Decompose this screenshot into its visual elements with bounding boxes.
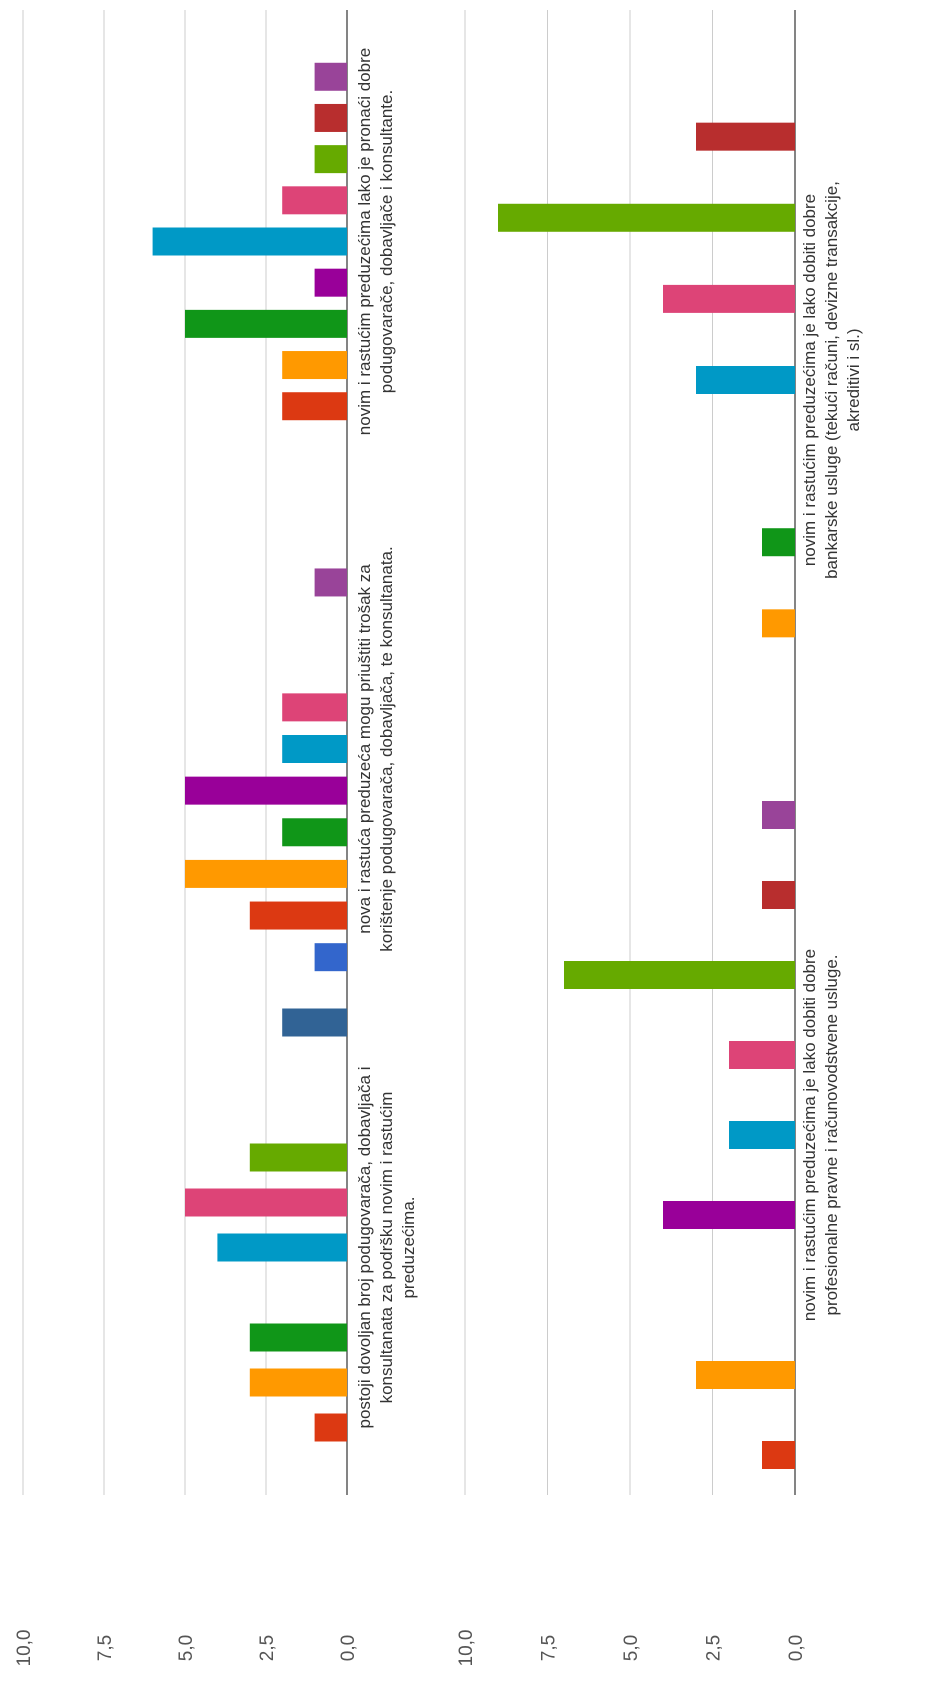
bar-series-4 [249,1323,347,1352]
category-label-line: preduzećima. [399,1196,418,1298]
category-label-line: akreditivi i sl.) [844,329,863,432]
bar-series-2 [249,901,347,930]
bar-series-9 [762,881,795,909]
bar-series-3 [185,859,347,888]
bar-series-7 [282,693,347,722]
bar-series-6 [217,1233,347,1262]
category-label-line: nova i rastuća preduzeća mogu priuštiti … [355,564,374,934]
bar-series-3 [282,351,347,380]
y-tick-label: 5,0 [176,1635,197,1661]
bar-series-4 [282,818,347,847]
bar-series-2 [314,1413,347,1442]
bar-series-7 [282,186,347,215]
bar-series-8 [564,961,795,989]
category-label-line: postoji dovoljan broj podugovarača, doba… [355,1067,374,1429]
bar-series-8 [314,145,347,174]
bar-series-4 [185,309,347,338]
y-tick-label: 7,5 [95,1635,116,1661]
chart-panel-2: 0,0 2,5 5,0 7,5 10,0 novim i rastućim preduze… [456,10,863,1666]
category-group-2: novim i rastućim preduzećima je lako dob… [498,122,863,638]
y-tick-label: 5,0 [621,1635,642,1661]
category-label-line: novim i rastućim preduzećima lako je pro… [355,48,374,435]
bar-series-6 [696,366,795,394]
category-label-line: novim i rastućim preduzećima je lako dob… [800,949,819,1321]
category-group-3: novim i rastućim preduzećima lako je pro… [152,48,396,435]
y-tick-label: 0,0 [338,1635,359,1661]
bar-series-3 [249,1368,347,1397]
bar-series-5 [314,268,347,297]
bar-series-7 [185,1188,347,1217]
category-group-2: nova i rastuća preduzeća mogu priuštiti … [185,546,396,972]
bar-series-2 [762,1441,795,1469]
bar-series-10 [314,62,347,91]
bar-series-5 [185,776,347,805]
y-tick-label: 0,0 [786,1635,807,1661]
bar-series-5 [663,1201,795,1229]
bar-series-9 [696,122,795,151]
bar-series-9 [314,103,347,132]
category-group-1: novim i rastućim preduzećima je lako dob… [564,801,841,1469]
bar-series-1 [314,943,347,972]
bar-series-7 [729,1041,795,1069]
bar-series-8 [249,1143,347,1172]
bar-series-10 [762,801,795,829]
bar-series-4 [762,528,795,557]
bar-series-10 [314,568,347,597]
bar-series-11 [282,1008,347,1037]
bar-series-8 [498,203,795,232]
y-tick-label: 2,5 [257,1635,278,1661]
category-label-line: podugovarače, dobavljače i konsultante. [377,90,396,393]
bar-series-6 [729,1121,795,1149]
chart-panel-1: 0,0 2,5 5,0 7,5 10,0 postoji dovoljan broj po… [14,10,418,1666]
y-tick-label: 7,5 [539,1635,560,1661]
category-group-1: postoji dovoljan broj podugovarača, doba… [185,1008,418,1442]
y-tick-label: 2,5 [704,1635,725,1661]
category-label-line: profesionalne pravne i računovodstvene u… [822,954,841,1315]
bar-series-6 [152,227,347,256]
y-tick-label: 10,0 [14,1630,35,1667]
y-tick-label: 10,0 [456,1630,477,1667]
category-label-line: bankarske usluge (tekući računi, devizne… [822,181,841,579]
bar-series-2 [282,392,347,421]
bar-series-3 [696,1361,795,1389]
bar-series-3 [762,609,795,638]
category-label-line: novim i rastućim preduzećima je lako dob… [800,194,819,566]
category-label-line: korištenje podugovarača, dobavljača, te … [377,546,396,951]
bar-series-7 [663,284,795,313]
category-label-line: konsultanata za podršku novim i rastućim [377,1092,396,1404]
bar-series-6 [282,735,347,763]
